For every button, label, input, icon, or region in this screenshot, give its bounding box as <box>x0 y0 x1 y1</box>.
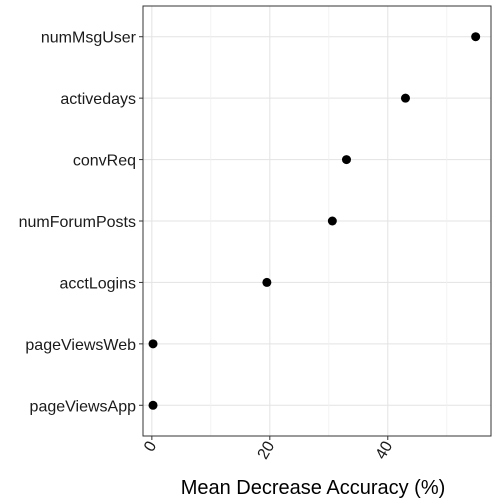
data-point <box>327 216 337 226</box>
y-tick-label: convReq <box>73 153 136 170</box>
x-tick-label: 20 <box>255 438 279 462</box>
x-tick-label: 0 <box>141 438 160 454</box>
data-point <box>341 155 351 165</box>
data-point <box>148 400 158 410</box>
grid-lines-y <box>143 36 491 406</box>
y-tick-label: activedays <box>60 91 136 108</box>
x-axis: 0 20 40 <box>141 436 396 462</box>
x-tick-label: 40 <box>373 438 397 462</box>
y-tick-label: pageViewsApp <box>30 398 137 415</box>
data-point <box>471 32 481 42</box>
data-point <box>262 277 272 287</box>
grid-lines-x <box>151 6 448 436</box>
data-points <box>148 32 481 410</box>
x-axis-title: Mean Decrease Accuracy (%) <box>181 477 446 499</box>
y-tick-label: numMsgUser <box>41 30 137 47</box>
data-point <box>400 93 410 103</box>
y-tick-label: acctLogins <box>60 275 137 292</box>
y-tick-label: numForumPosts <box>19 214 136 231</box>
y-axis: numMsgUser activedays convReq numForumPosts… <box>19 30 143 415</box>
y-tick-label: pageViewsWeb <box>25 337 136 354</box>
data-point <box>148 339 158 349</box>
